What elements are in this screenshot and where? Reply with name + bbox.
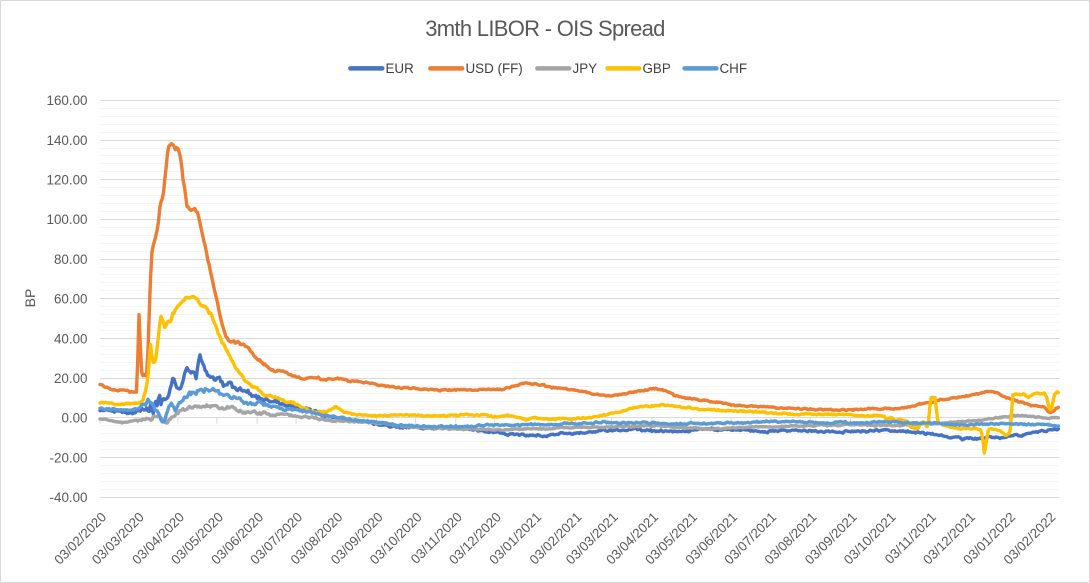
svg-text:3mth LIBOR - OIS Spread: 3mth LIBOR - OIS Spread (425, 16, 664, 41)
svg-text:0.00: 0.00 (61, 411, 87, 426)
svg-text:60.00: 60.00 (54, 292, 88, 307)
svg-text:CHF: CHF (720, 61, 748, 76)
svg-text:80.00: 80.00 (54, 252, 88, 267)
svg-text:-40.00: -40.00 (50, 490, 88, 505)
svg-text:160.00: 160.00 (47, 93, 88, 108)
svg-text:20.00: 20.00 (54, 371, 88, 386)
svg-text:BP: BP (22, 289, 38, 308)
svg-text:100.00: 100.00 (47, 212, 88, 227)
svg-text:USD (FF): USD (FF) (466, 61, 523, 76)
svg-text:-20.00: -20.00 (50, 450, 88, 465)
svg-text:JPY: JPY (573, 61, 598, 76)
svg-text:120.00: 120.00 (47, 173, 88, 188)
svg-text:GBP: GBP (643, 61, 671, 76)
svg-text:140.00: 140.00 (47, 133, 88, 148)
svg-text:EUR: EUR (386, 61, 415, 76)
svg-text:40.00: 40.00 (54, 331, 88, 346)
